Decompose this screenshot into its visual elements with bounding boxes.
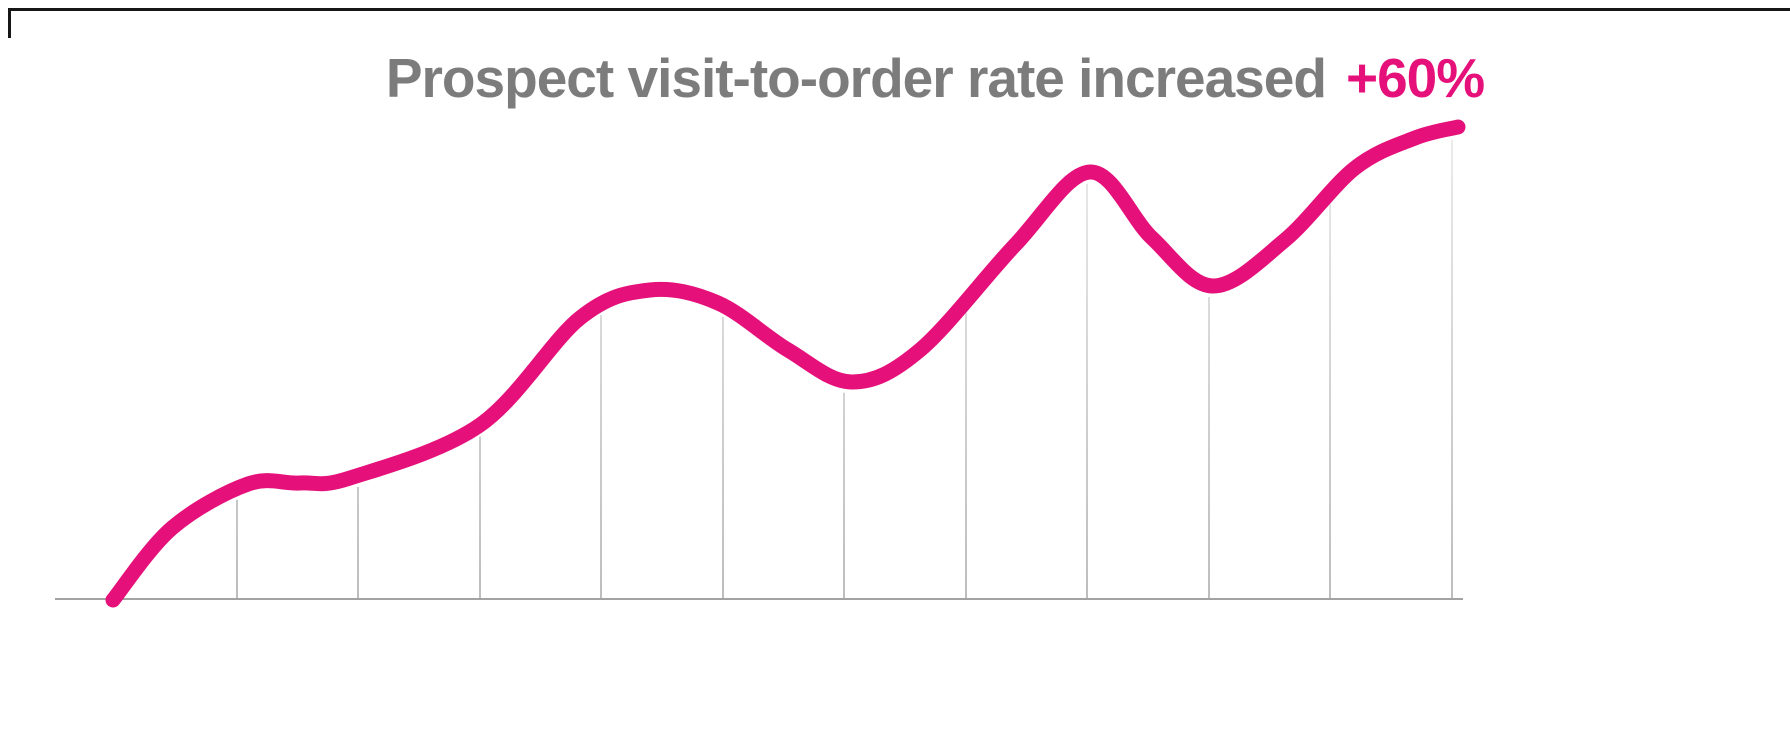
slide-frame-top-border	[10, 8, 1790, 11]
gridline	[357, 487, 359, 599]
gridline	[965, 312, 967, 599]
gridline	[236, 499, 238, 599]
chart-title: Prospect visit-to-order rate increased +…	[0, 48, 1790, 109]
gridline	[722, 316, 724, 599]
gridline	[843, 392, 845, 599]
gridline	[1329, 204, 1331, 599]
gridline	[1451, 139, 1453, 600]
gridline	[1086, 183, 1088, 599]
slide-frame-left-border	[8, 8, 11, 38]
gridline	[479, 436, 481, 599]
increase-percentage-label: +60%	[1345, 47, 1485, 109]
rate-curve-line	[105, 119, 1466, 608]
chart-title-text: Prospect visit-to-order rate increased	[385, 47, 1327, 109]
gridline	[1208, 297, 1210, 599]
gridline	[600, 315, 602, 599]
